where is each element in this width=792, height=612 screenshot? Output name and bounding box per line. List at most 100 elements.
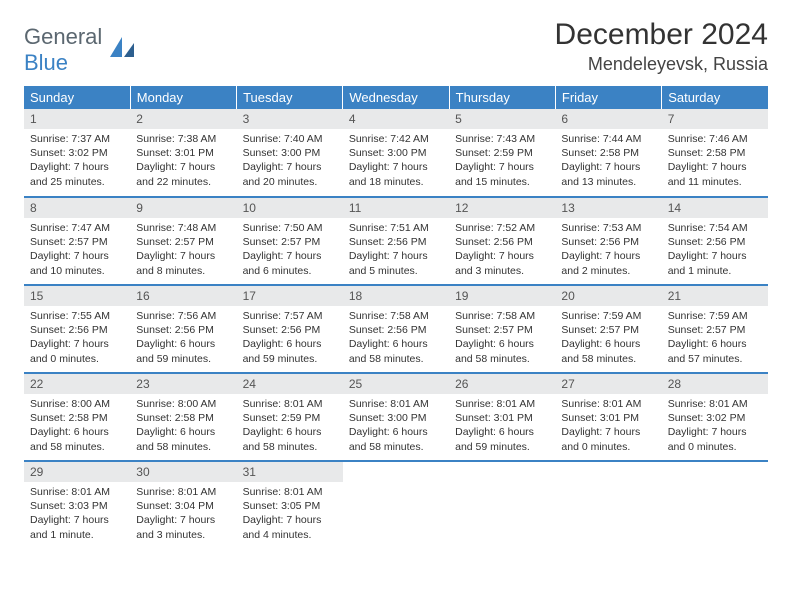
calendar-day: 10Sunrise: 7:50 AMSunset: 2:57 PMDayligh… bbox=[237, 197, 343, 285]
calendar-day: 18Sunrise: 7:58 AMSunset: 2:56 PMDayligh… bbox=[343, 285, 449, 373]
weekday-header: Saturday bbox=[662, 86, 768, 109]
calendar-day: 11Sunrise: 7:51 AMSunset: 2:56 PMDayligh… bbox=[343, 197, 449, 285]
calendar-day: 25Sunrise: 8:01 AMSunset: 3:00 PMDayligh… bbox=[343, 373, 449, 461]
day-number: 18 bbox=[343, 286, 449, 306]
day-number: 13 bbox=[555, 198, 661, 218]
calendar-day: .. bbox=[449, 461, 555, 549]
day-number: 20 bbox=[555, 286, 661, 306]
calendar-day: .. bbox=[555, 461, 661, 549]
calendar-week: 15Sunrise: 7:55 AMSunset: 2:56 PMDayligh… bbox=[24, 285, 768, 373]
calendar-day: 7Sunrise: 7:46 AMSunset: 2:58 PMDaylight… bbox=[662, 109, 768, 197]
day-number: 29 bbox=[24, 462, 130, 482]
calendar-day: .. bbox=[662, 461, 768, 549]
calendar-day: 31Sunrise: 8:01 AMSunset: 3:05 PMDayligh… bbox=[237, 461, 343, 549]
calendar-day: 6Sunrise: 7:44 AMSunset: 2:58 PMDaylight… bbox=[555, 109, 661, 197]
day-number: 8 bbox=[24, 198, 130, 218]
day-info: Sunrise: 7:46 AMSunset: 2:58 PMDaylight:… bbox=[662, 129, 768, 195]
day-number: 17 bbox=[237, 286, 343, 306]
calendar-day: 27Sunrise: 8:01 AMSunset: 3:01 PMDayligh… bbox=[555, 373, 661, 461]
day-number: 27 bbox=[555, 374, 661, 394]
logo-word-1: General bbox=[24, 24, 102, 49]
day-info: Sunrise: 8:00 AMSunset: 2:58 PMDaylight:… bbox=[24, 394, 130, 460]
day-number: 12 bbox=[449, 198, 555, 218]
calendar-day: 22Sunrise: 8:00 AMSunset: 2:58 PMDayligh… bbox=[24, 373, 130, 461]
weekday-header: Thursday bbox=[449, 86, 555, 109]
day-number: 11 bbox=[343, 198, 449, 218]
day-info: Sunrise: 7:50 AMSunset: 2:57 PMDaylight:… bbox=[237, 218, 343, 284]
weekday-header: Tuesday bbox=[237, 86, 343, 109]
day-info: Sunrise: 7:59 AMSunset: 2:57 PMDaylight:… bbox=[662, 306, 768, 372]
day-info: Sunrise: 8:01 AMSunset: 3:05 PMDaylight:… bbox=[237, 482, 343, 548]
calendar-day: 23Sunrise: 8:00 AMSunset: 2:58 PMDayligh… bbox=[130, 373, 236, 461]
calendar-week: 22Sunrise: 8:00 AMSunset: 2:58 PMDayligh… bbox=[24, 373, 768, 461]
day-info: Sunrise: 7:47 AMSunset: 2:57 PMDaylight:… bbox=[24, 218, 130, 284]
day-number: 19 bbox=[449, 286, 555, 306]
day-info: Sunrise: 8:01 AMSunset: 3:00 PMDaylight:… bbox=[343, 394, 449, 460]
day-number: 16 bbox=[130, 286, 236, 306]
calendar-day: 14Sunrise: 7:54 AMSunset: 2:56 PMDayligh… bbox=[662, 197, 768, 285]
calendar-week: 29Sunrise: 8:01 AMSunset: 3:03 PMDayligh… bbox=[24, 461, 768, 549]
weekday-header: Monday bbox=[130, 86, 236, 109]
day-info: Sunrise: 7:43 AMSunset: 2:59 PMDaylight:… bbox=[449, 129, 555, 195]
calendar-day: 19Sunrise: 7:58 AMSunset: 2:57 PMDayligh… bbox=[449, 285, 555, 373]
day-number: 9 bbox=[130, 198, 236, 218]
month-title: December 2024 bbox=[555, 18, 768, 52]
calendar-day: 20Sunrise: 7:59 AMSunset: 2:57 PMDayligh… bbox=[555, 285, 661, 373]
day-number: 15 bbox=[24, 286, 130, 306]
day-number: 25 bbox=[343, 374, 449, 394]
weekday-header: Sunday bbox=[24, 86, 130, 109]
calendar-day: 17Sunrise: 7:57 AMSunset: 2:56 PMDayligh… bbox=[237, 285, 343, 373]
calendar-day: 12Sunrise: 7:52 AMSunset: 2:56 PMDayligh… bbox=[449, 197, 555, 285]
day-info: Sunrise: 7:55 AMSunset: 2:56 PMDaylight:… bbox=[24, 306, 130, 372]
header: General Blue December 2024 Mendeleyevsk,… bbox=[24, 18, 768, 76]
calendar-week: 8Sunrise: 7:47 AMSunset: 2:57 PMDaylight… bbox=[24, 197, 768, 285]
day-info: Sunrise: 7:44 AMSunset: 2:58 PMDaylight:… bbox=[555, 129, 661, 195]
calendar-day: 13Sunrise: 7:53 AMSunset: 2:56 PMDayligh… bbox=[555, 197, 661, 285]
calendar-week: 1Sunrise: 7:37 AMSunset: 3:02 PMDaylight… bbox=[24, 109, 768, 197]
calendar-day: 8Sunrise: 7:47 AMSunset: 2:57 PMDaylight… bbox=[24, 197, 130, 285]
day-info: Sunrise: 8:01 AMSunset: 3:04 PMDaylight:… bbox=[130, 482, 236, 548]
day-number: 4 bbox=[343, 109, 449, 129]
calendar-body: 1Sunrise: 7:37 AMSunset: 3:02 PMDaylight… bbox=[24, 109, 768, 549]
calendar-day: 15Sunrise: 7:55 AMSunset: 2:56 PMDayligh… bbox=[24, 285, 130, 373]
day-number: 6 bbox=[555, 109, 661, 129]
day-info: Sunrise: 8:01 AMSunset: 3:01 PMDaylight:… bbox=[555, 394, 661, 460]
calendar-day: 4Sunrise: 7:42 AMSunset: 3:00 PMDaylight… bbox=[343, 109, 449, 197]
day-info: Sunrise: 8:01 AMSunset: 3:03 PMDaylight:… bbox=[24, 482, 130, 548]
day-info: Sunrise: 8:01 AMSunset: 3:02 PMDaylight:… bbox=[662, 394, 768, 460]
day-info: Sunrise: 7:52 AMSunset: 2:56 PMDaylight:… bbox=[449, 218, 555, 284]
day-info: Sunrise: 7:53 AMSunset: 2:56 PMDaylight:… bbox=[555, 218, 661, 284]
day-number: 7 bbox=[662, 109, 768, 129]
day-info: Sunrise: 7:48 AMSunset: 2:57 PMDaylight:… bbox=[130, 218, 236, 284]
calendar-day: 28Sunrise: 8:01 AMSunset: 3:02 PMDayligh… bbox=[662, 373, 768, 461]
day-number: 26 bbox=[449, 374, 555, 394]
day-number: 21 bbox=[662, 286, 768, 306]
day-info: Sunrise: 7:38 AMSunset: 3:01 PMDaylight:… bbox=[130, 129, 236, 195]
day-number: 5 bbox=[449, 109, 555, 129]
day-number: 22 bbox=[24, 374, 130, 394]
day-number: 28 bbox=[662, 374, 768, 394]
day-info: Sunrise: 8:00 AMSunset: 2:58 PMDaylight:… bbox=[130, 394, 236, 460]
day-number: 2 bbox=[130, 109, 236, 129]
calendar-day: .. bbox=[343, 461, 449, 549]
calendar-day: 24Sunrise: 8:01 AMSunset: 2:59 PMDayligh… bbox=[237, 373, 343, 461]
day-info: Sunrise: 7:59 AMSunset: 2:57 PMDaylight:… bbox=[555, 306, 661, 372]
calendar-day: 2Sunrise: 7:38 AMSunset: 3:01 PMDaylight… bbox=[130, 109, 236, 197]
logo: General Blue bbox=[24, 24, 136, 76]
day-info: Sunrise: 7:54 AMSunset: 2:56 PMDaylight:… bbox=[662, 218, 768, 284]
weekday-header: Wednesday bbox=[343, 86, 449, 109]
day-info: Sunrise: 7:57 AMSunset: 2:56 PMDaylight:… bbox=[237, 306, 343, 372]
calendar-day: 16Sunrise: 7:56 AMSunset: 2:56 PMDayligh… bbox=[130, 285, 236, 373]
calendar-day: 29Sunrise: 8:01 AMSunset: 3:03 PMDayligh… bbox=[24, 461, 130, 549]
day-info: Sunrise: 7:58 AMSunset: 2:56 PMDaylight:… bbox=[343, 306, 449, 372]
day-info: Sunrise: 7:56 AMSunset: 2:56 PMDaylight:… bbox=[130, 306, 236, 372]
day-info: Sunrise: 7:40 AMSunset: 3:00 PMDaylight:… bbox=[237, 129, 343, 195]
sail-icon bbox=[108, 35, 136, 66]
day-number: 3 bbox=[237, 109, 343, 129]
day-number: 14 bbox=[662, 198, 768, 218]
weekday-row: SundayMondayTuesdayWednesdayThursdayFrid… bbox=[24, 86, 768, 109]
calendar-day: 21Sunrise: 7:59 AMSunset: 2:57 PMDayligh… bbox=[662, 285, 768, 373]
calendar-table: SundayMondayTuesdayWednesdayThursdayFrid… bbox=[24, 86, 768, 549]
day-number: 24 bbox=[237, 374, 343, 394]
day-info: Sunrise: 7:58 AMSunset: 2:57 PMDaylight:… bbox=[449, 306, 555, 372]
